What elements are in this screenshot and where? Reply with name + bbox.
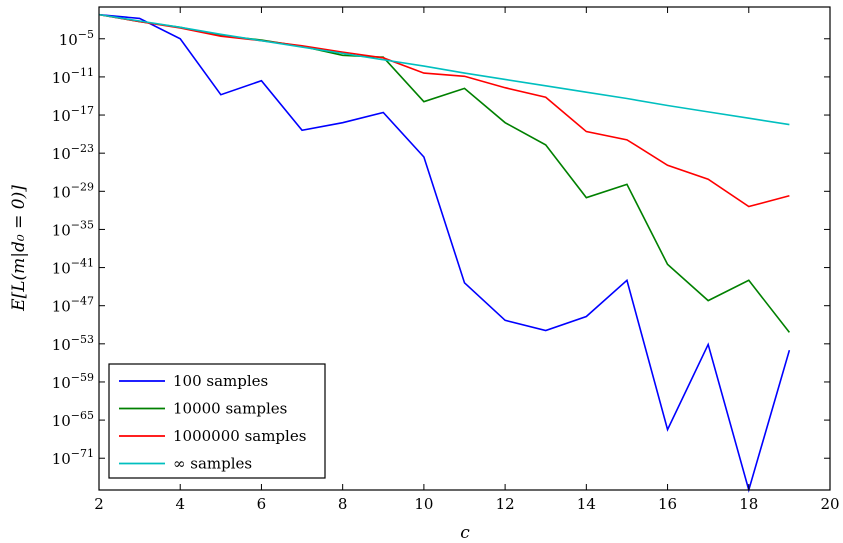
x-tick-label: 20: [820, 495, 839, 513]
y-tick-exponent: −59: [71, 371, 94, 384]
y-tick-base: 10: [59, 31, 78, 49]
y-tick-base: 10: [52, 336, 71, 354]
y-tick-base: 10: [52, 260, 71, 278]
y-tick-label: 10−5: [59, 28, 94, 49]
y-tick-exponent: −23: [71, 142, 94, 155]
series-line-0: [98, 13, 791, 493]
y-tick-label: 10−53: [52, 333, 94, 354]
y-tick-label: 10−35: [52, 218, 94, 239]
y-tick-base: 10: [52, 145, 71, 163]
y-axis-title: E[L(m|d₀ = 0)]: [9, 185, 29, 312]
y-tick-label: 10−23: [52, 142, 94, 163]
y-tick-exponent: −41: [71, 257, 94, 270]
y-tick-label: 10−59: [52, 371, 94, 392]
y-tick-exponent: −47: [71, 295, 94, 308]
y-tick-base: 10: [52, 69, 71, 87]
y-tick-exponent: −53: [71, 333, 94, 346]
y-tick-exponent: −65: [71, 409, 94, 422]
y-tick-label: 10−41: [52, 257, 94, 278]
legend-label: 10000 samples: [173, 400, 287, 418]
y-tick-label: 10−65: [52, 409, 94, 430]
y-tick-label: 10−11: [52, 66, 94, 87]
legend-label: 1000000 samples: [173, 427, 306, 445]
y-tick-label: 10−71: [52, 447, 94, 468]
tick-layer: 2 4 6 8 10 12 14 16 18 2010−510−1110−1710−2310−29…: [52, 7, 840, 513]
legend-box: [108, 363, 326, 479]
x-tick-label: 16: [658, 495, 677, 513]
series-line-2: [98, 13, 790, 208]
series-layer: [98, 13, 791, 493]
y-tick-exponent: −11: [71, 66, 94, 79]
y-tick-exponent: −17: [71, 104, 94, 117]
y-tick-base: 10: [52, 107, 71, 125]
x-tick-label: 2: [94, 495, 104, 513]
y-tick-base: 10: [52, 298, 71, 316]
y-tick-base: 10: [52, 450, 71, 468]
y-tick-label: 10−17: [52, 104, 94, 125]
x-axis-title: c: [460, 523, 470, 543]
series-line-3: [98, 13, 790, 126]
y-tick-base: 10: [52, 374, 71, 392]
x-tick-label: 10: [414, 495, 433, 513]
x-tick-label: 4: [175, 495, 185, 513]
x-tick-label: 8: [338, 495, 348, 513]
x-tick-label: 6: [257, 495, 267, 513]
y-tick-exponent: −71: [71, 447, 94, 460]
legend-label: ∞ samples: [173, 455, 252, 473]
plot-frame: [98, 6, 831, 491]
y-tick-exponent: −29: [71, 180, 94, 193]
x-tick-label: 18: [739, 495, 758, 513]
y-tick-exponent: −5: [78, 28, 94, 41]
x-tick-label: 12: [496, 495, 515, 513]
legend: 100 samples 10000 samples 1000000 samples ∞…: [108, 363, 326, 479]
y-tick-base: 10: [52, 412, 71, 430]
y-tick-base: 10: [52, 221, 71, 239]
legend-label: 100 samples: [173, 372, 268, 390]
y-tick-label: 10−29: [52, 180, 94, 201]
y-tick-base: 10: [52, 183, 71, 201]
y-tick-label: 10−47: [52, 295, 94, 316]
x-tick-label: 14: [577, 495, 596, 513]
y-tick-exponent: −35: [71, 218, 94, 231]
